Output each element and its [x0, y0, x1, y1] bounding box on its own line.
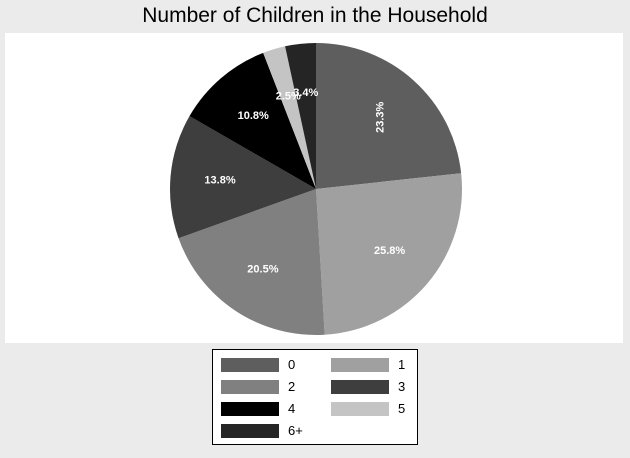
legend-item-4: 4 [221, 400, 321, 418]
pie-slice-2 [178, 189, 325, 336]
legend-label-1: 1 [398, 357, 406, 372]
legend-swatch-0 [221, 358, 279, 372]
pie-chart: 23.3% 25.8% 20.5% 13.8% 10.8% 2.5%3.4% [170, 43, 462, 336]
slice-label-0: 23.3% [374, 101, 386, 132]
legend-label-6+: 6+ [288, 423, 303, 438]
slice-label-6+: 3.4% [293, 87, 318, 99]
legend-label-5: 5 [398, 401, 406, 416]
legend-label-3: 3 [398, 379, 406, 394]
legend-swatch-4 [221, 402, 279, 416]
legend-label-4: 4 [288, 401, 296, 416]
pie-slice-0 [316, 43, 462, 189]
legend-label-0: 0 [288, 357, 296, 372]
legend-item-1: 1 [331, 356, 431, 374]
legend-swatch-3 [331, 380, 389, 394]
plot-region: 23.3% 25.8% 20.5% 13.8% 10.8% 2.5% 3.4% [5, 33, 623, 343]
pie-slice-3 [170, 116, 316, 239]
legend-swatch-5 [331, 402, 389, 416]
slice-label-5: 2.5% [276, 91, 301, 103]
pie-slice-6+ [285, 43, 316, 189]
legend-label-2: 2 [288, 379, 296, 394]
pie-slice-1 [316, 173, 462, 335]
legend-swatch-2 [221, 380, 279, 394]
chart-title: Number of Children in the Household [142, 4, 488, 27]
legend-swatch-1 [331, 358, 389, 372]
slice-label-1: 25.8% [374, 245, 405, 257]
slice-label-4: 10.8% [238, 110, 269, 122]
legend-item-2: 2 [221, 378, 321, 396]
slice-label-2: 20.5% [247, 263, 278, 275]
pie-slice-4 [189, 52, 316, 189]
legend-item-5: 5 [331, 400, 431, 418]
slice-label-3: 13.8% [204, 174, 235, 186]
legend-item-0: 0 [221, 356, 321, 374]
legend-item-6+: 6+ [221, 422, 321, 440]
legend-swatch-6+ [221, 424, 279, 438]
pie-slice-5 [263, 46, 316, 189]
legend-item-3: 3 [331, 378, 431, 396]
legend: 0 1 2 3 4 5 6+ [212, 349, 418, 445]
